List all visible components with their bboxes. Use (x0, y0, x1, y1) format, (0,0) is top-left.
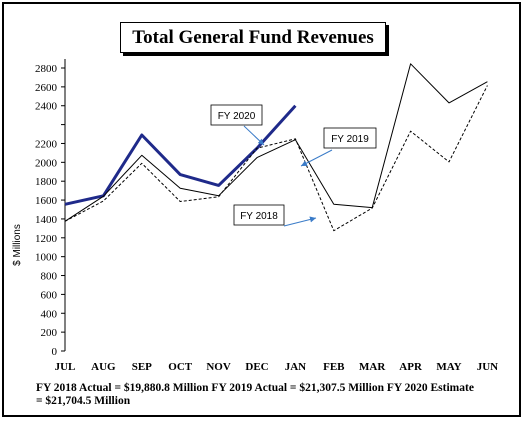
x-tick-label: NOV (206, 361, 231, 373)
y-tick-label: 400 (41, 308, 58, 320)
y-tick-label: 1200 (35, 233, 58, 245)
y-tick-label: 600 (41, 289, 58, 301)
x-tick-label: OCT (168, 361, 193, 373)
y-tick-label: 2800 (35, 63, 58, 75)
series-line-fy-2019 (64, 63, 488, 222)
annotation-arrow-fy-2018 (283, 216, 317, 227)
x-tick-label: FEB (323, 361, 345, 373)
annotation-label-fy-2019: FY 2019 (331, 134, 369, 145)
x-tick-label: SEP (132, 361, 152, 373)
annotation-box-fy-2019 (323, 127, 377, 149)
x-tick-label: DEC (245, 361, 268, 373)
y-tick-label: 2200 (35, 138, 58, 150)
x-tick-label: APR (399, 361, 423, 373)
annotation-label-fy-2018: FY 2018 (240, 211, 278, 222)
y-tick-label: 0 (52, 346, 58, 358)
y-tick-label: 800 (41, 271, 58, 283)
x-tick-label: JAN (285, 361, 306, 373)
annotation-arrow-fy-2020 (243, 125, 265, 146)
y-tick-label: 1600 (35, 195, 58, 207)
footnote: FY 2018 Actual = $19,880.8 Million FY 20… (36, 382, 474, 407)
y-tick-label: 1000 (35, 252, 58, 264)
x-tick-label: AUG (91, 361, 116, 373)
y-tick-label: 2600 (35, 82, 58, 94)
annotation-arrow-fy-2019 (300, 149, 333, 167)
y-tick-label: 2400 (35, 101, 58, 113)
x-tick-label: JUL (55, 361, 76, 373)
annotation-label-fy-2020: FY 2020 (218, 111, 256, 122)
y-tick-label: 200 (41, 327, 58, 339)
y-tick-label: 1400 (35, 214, 58, 226)
y-axis-label: $ Millions (12, 224, 23, 266)
y-tick-label: 2000 (35, 157, 58, 169)
annotation-box-fy-2018 (233, 204, 285, 226)
annotation-box-fy-2020 (210, 104, 263, 126)
series-line-fy-2018 (64, 85, 488, 232)
y-tick-label: 1800 (35, 176, 58, 188)
chart-title: Total General Fund Revenues (120, 22, 386, 53)
x-tick-label: MAY (436, 361, 461, 373)
x-tick-label: JUN (477, 361, 498, 373)
x-tick-label: MAR (359, 361, 386, 373)
